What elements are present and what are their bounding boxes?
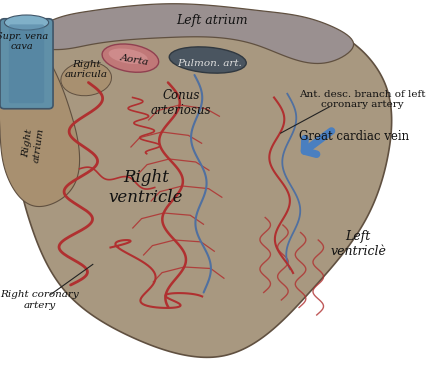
FancyBboxPatch shape bbox=[0, 19, 53, 109]
Polygon shape bbox=[18, 14, 392, 357]
Text: Right
ventricle: Right ventricle bbox=[109, 169, 183, 206]
Text: Conus
arteriosus: Conus arteriosus bbox=[151, 89, 211, 117]
Ellipse shape bbox=[61, 62, 111, 96]
Text: Right
auricula: Right auricula bbox=[65, 60, 108, 79]
Text: Great cardiac vein: Great cardiac vein bbox=[298, 130, 409, 143]
Ellipse shape bbox=[4, 15, 49, 30]
Text: Right
atrium: Right atrium bbox=[21, 126, 45, 163]
Ellipse shape bbox=[102, 44, 159, 72]
FancyBboxPatch shape bbox=[9, 24, 44, 103]
Text: Right coronary
artery: Right coronary artery bbox=[0, 290, 79, 310]
Polygon shape bbox=[0, 45, 80, 207]
Polygon shape bbox=[27, 4, 354, 63]
Text: Aorta: Aorta bbox=[120, 53, 150, 67]
Text: Left
ventriclè: Left ventriclè bbox=[330, 230, 386, 258]
Ellipse shape bbox=[169, 47, 246, 73]
Ellipse shape bbox=[109, 48, 148, 64]
Text: Left atrium: Left atrium bbox=[176, 14, 248, 27]
Text: Ant. desc. branch of left
coronary artery: Ant. desc. branch of left coronary arter… bbox=[299, 90, 426, 109]
Text: Supr. vena
cava: Supr. vena cava bbox=[0, 32, 48, 51]
Text: Pulmon. art.: Pulmon. art. bbox=[178, 58, 242, 68]
